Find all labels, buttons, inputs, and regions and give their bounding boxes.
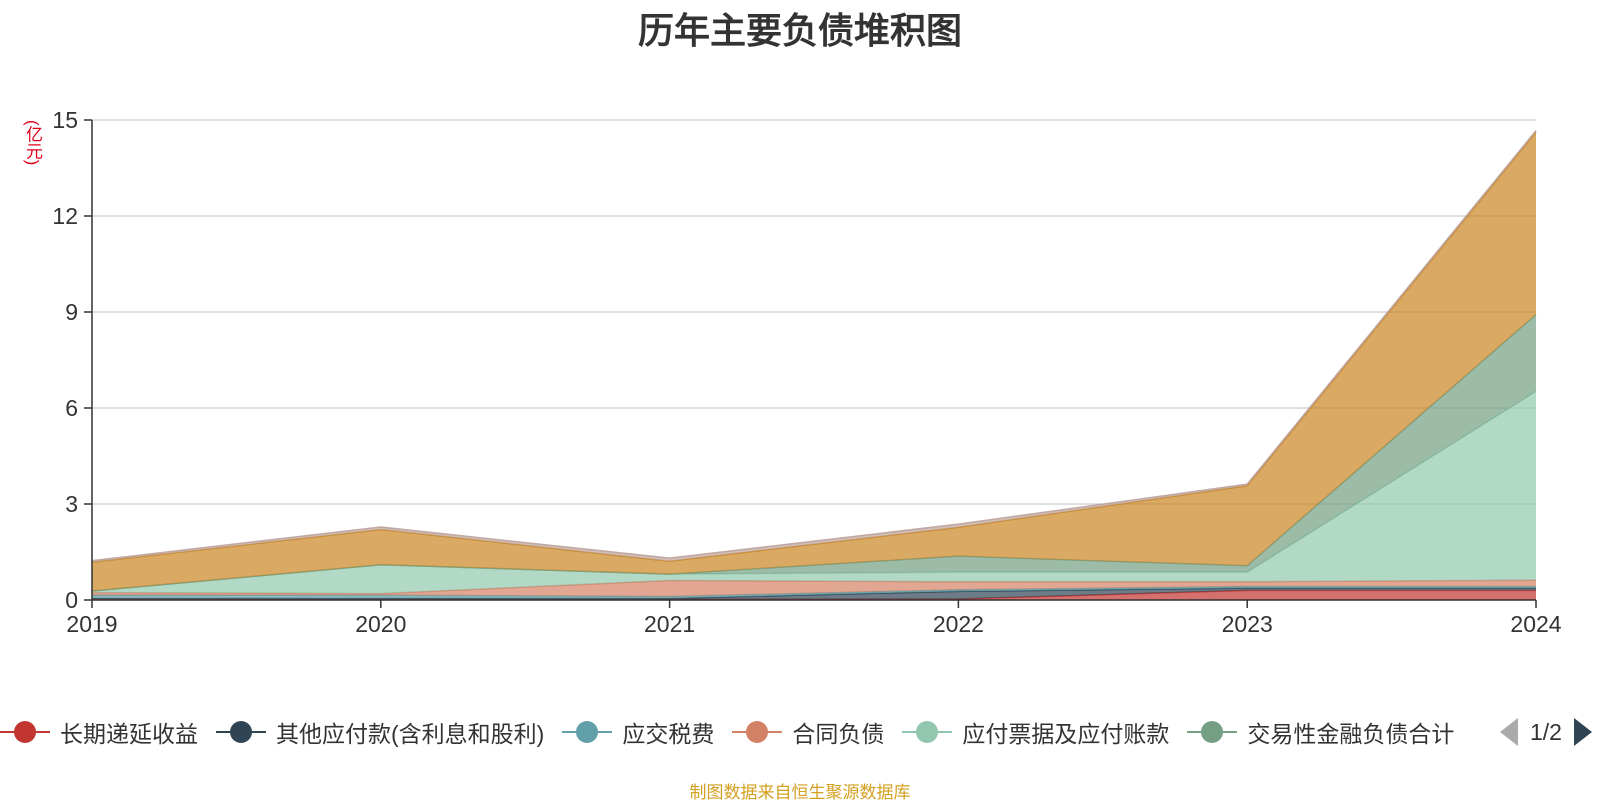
x-tick-label: 2019 [66,611,117,637]
area-series-line-7 [91,130,1537,562]
y-tick-label: 3 [65,491,78,517]
chart-legend: 长期递延收益 其他应付款(含利息和股利) 应交税费 合同负债 应付票据及应付账款 交易性金… [0,712,1480,752]
legend-item[interactable]: 应付票据及应付账款 [902,712,1169,752]
legend-pager: 1/2 [1500,712,1592,752]
area-series-4 [92,391,1536,594]
legend-item-label: 长期递延收益 [60,721,198,747]
legend-item-label: 其他应付款(含利息和股利) [276,721,545,747]
y-tick-label: 9 [65,299,78,325]
area-series-1 [92,588,1536,600]
legend-page-indicator: 1/2 [1530,718,1562,745]
legend-item-label: 应付票据及应付账款 [962,721,1170,747]
legend-marker-icon [1187,720,1238,744]
y-tick-label: 12 [52,203,78,229]
chart-title: 历年主要负债堆积图 [637,10,962,51]
x-tick-label: 2023 [1222,611,1273,637]
x-tick-label: 2021 [644,611,695,637]
legend-item-label: 合同负债 [792,721,885,747]
legend-prev-page-icon[interactable] [1500,718,1518,746]
x-tick-label: 2022 [933,611,984,637]
y-axis-unit-label: (亿元) [23,120,42,166]
data-source-note: 制图数据来自恒生聚源数据库 [689,783,911,802]
area-series-2 [92,586,1536,599]
legend-item[interactable]: 交易性金融负债合计 [1187,712,1454,752]
legend-item-label: 交易性金融负债合计 [1247,721,1455,747]
legend-item[interactable]: 长期递延收益 [0,712,198,752]
legend-item[interactable]: 应交税费 [562,712,714,752]
stacked-area-chart: 0 3 6 9 12 15 2019 2020 2021 2022 2023 2024 [52,107,1561,637]
area-series-3 [92,580,1536,597]
y-tick-label: 15 [52,107,78,133]
legend-next-page-icon[interactable] [1573,718,1592,746]
legend-marker-icon [216,720,266,744]
legend-marker-icon [0,720,50,744]
legend-item[interactable]: 其他应付款(含利息和股利) [216,712,544,752]
x-tick-label: 2024 [1510,611,1561,637]
legend-marker-icon [562,720,613,744]
y-tick-label: 0 [65,587,78,613]
legend-marker-icon [902,720,953,744]
legend-marker-icon [732,720,783,744]
legend-item[interactable]: 合同负债 [732,712,884,752]
y-tick-label: 6 [65,395,78,421]
legend-item-label: 应交税费 [622,721,715,747]
x-tick-label: 2020 [355,611,406,637]
